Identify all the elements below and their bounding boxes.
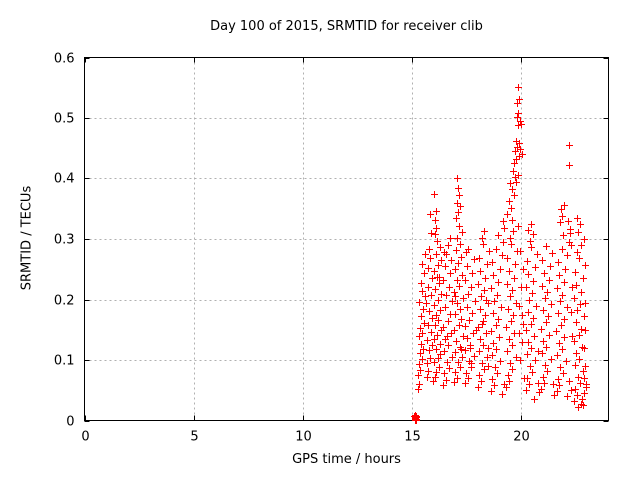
y-tick-label: 0.2 <box>54 294 75 309</box>
plot-border <box>84 57 609 421</box>
tick-marks <box>84 57 609 422</box>
x-tick-label: 15 <box>404 430 421 445</box>
y-tick-label: 0.6 <box>54 52 75 67</box>
y-tick-label: 0.4 <box>54 172 75 187</box>
plot-area <box>84 57 609 421</box>
y-tick-label: 0 <box>66 415 74 430</box>
x-tick-label: 20 <box>513 430 530 445</box>
chart-title: Day 100 of 2015, SRMTID for receiver cli… <box>210 19 483 34</box>
x-tick-label: 0 <box>81 430 89 445</box>
tick-path <box>84 57 609 422</box>
data-points <box>411 84 590 424</box>
y-tick-label: 0.5 <box>54 112 75 127</box>
x-tick-label: 5 <box>190 430 198 445</box>
scatter-points <box>411 84 590 424</box>
y-tick-label: 0.1 <box>54 354 75 369</box>
x-axis-label: GPS time / hours <box>292 452 401 467</box>
x-tick-labels: 0 5 10 15 20 <box>81 430 529 445</box>
x-tick-label: 10 <box>295 430 312 445</box>
y-tick-label: 0.3 <box>54 233 75 248</box>
y-axis-label: SRMTID / TECUs <box>19 185 35 291</box>
y-tick-labels: 0 0.1 0.2 0.3 0.4 0.5 0.6 <box>54 52 75 430</box>
